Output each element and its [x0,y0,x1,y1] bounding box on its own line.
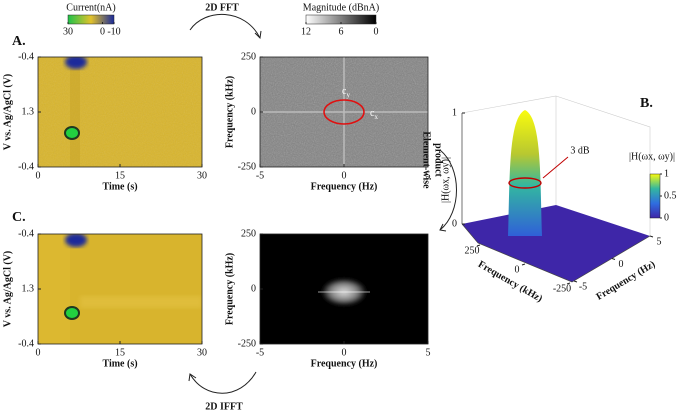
x-tick-label: 5 [657,236,662,247]
x-tick-label: -5 [256,347,264,358]
y-axis-label: Frequency (kHz) [224,76,235,148]
arrow-label: product [433,143,444,177]
filtered-magnitude-map [260,234,428,344]
y-tick-label: -250 [553,283,571,294]
y-tick-label: 250 [241,51,256,62]
x-tick [649,235,654,238]
annotation-sub: y [346,91,350,99]
colorbar-tick-label: 0 [664,212,669,223]
x-axis-label: Time (s) [102,181,137,192]
z-tick-label: 1 [452,107,457,118]
colorbar [649,173,661,219]
annotation: cx [370,108,378,120]
x-tick-label: -5 [579,281,587,292]
annotation-text: c [370,108,375,119]
colorbar-tick-label: 12 [301,26,311,37]
y-tick-label: 0 [251,283,256,294]
colorbar-tick-label: 0 [100,26,105,37]
magnitude-map [260,57,428,167]
current-map [38,234,202,344]
y-tick-label: 1.3 [22,283,35,294]
panel-label: B. [640,96,653,111]
y-tick-label: -0.4 [18,161,34,172]
arrows [188,13,457,394]
colorbar-tick-label: 6 [339,26,344,37]
x-axis-label: Frequency (Hz) [311,181,378,192]
y-tick-label: -250 [238,338,256,349]
x-tick-label: 0 [36,347,41,358]
y-tick-label: -0.4 [18,51,34,62]
y-axis-label: V vs. Ag/AgCl (V) [2,251,13,327]
annotation: cy [342,86,350,98]
y-tick-label: -0.4 [18,338,34,349]
y-tick-label: 1.3 [22,106,35,117]
colorbar-title: Magnitude (dBnA) [303,2,379,13]
y-axis-label: V vs. Ag/AgCl (V) [2,74,13,150]
colorbar-tick-label: -10 [107,26,120,37]
y-tick-label: -0.4 [18,228,34,239]
x-tick-label: 0 [342,347,347,358]
y-tick-label: 250 [465,245,480,256]
x-tick-label: 30 [197,347,207,358]
x-tick-label: 5 [426,347,431,358]
annotation-text: c [342,86,347,97]
y-tick [476,244,481,247]
panel-label: A. [12,34,26,49]
y-tick-label: 0 [251,106,256,117]
colorbar [67,14,115,25]
x-tick-label: 0 [619,259,624,270]
x-axis-label: Frequency (Hz) [594,259,657,303]
x-axis-label: Frequency (Hz) [311,358,378,369]
x-tick-label: -5 [256,170,264,181]
x-tick [573,280,578,283]
x-tick-label: 5 [426,170,431,181]
x-tick [611,258,616,260]
colorbar-tick-label: 0.5 [664,190,677,201]
y-tick-label: 250 [241,228,256,239]
colorbar-tick-label: 30 [63,26,73,37]
x-tick-label: 0 [36,170,41,181]
y-tick [521,263,526,266]
current-map [38,57,202,167]
colorbar-title: Current(nA) [66,2,115,13]
z-axis-label: |H(ωx, ωy)| [440,157,451,203]
x-tick-label: 0 [342,170,347,181]
y-tick-label: 0 [515,264,520,275]
surface-plot [461,95,651,283]
y-axis-label: Frequency (kHz) [224,253,235,325]
colorbar-tick-label: 0 [374,26,379,37]
x-tick-label: 15 [115,347,125,358]
arrow-label: Element-wise [421,131,432,189]
x-axis-label: Time (s) [102,358,137,369]
arrow-label: 2D IFFT [205,401,243,412]
arrow-label: 2D FFT [205,2,239,13]
z-tick-label: 0 [452,218,457,229]
x-tick-label: 15 [115,170,125,181]
annotation-sub: x [374,113,378,121]
y-tick [566,282,571,285]
panel-label: C. [12,210,26,225]
colorbar-tick-label: 1 [664,168,669,179]
colorbar-title: |H(ωx, ωy)| [629,151,675,162]
x-tick-label: 30 [197,170,207,181]
y-tick-label: -250 [238,161,256,172]
annotation: 3 dB [570,145,590,156]
